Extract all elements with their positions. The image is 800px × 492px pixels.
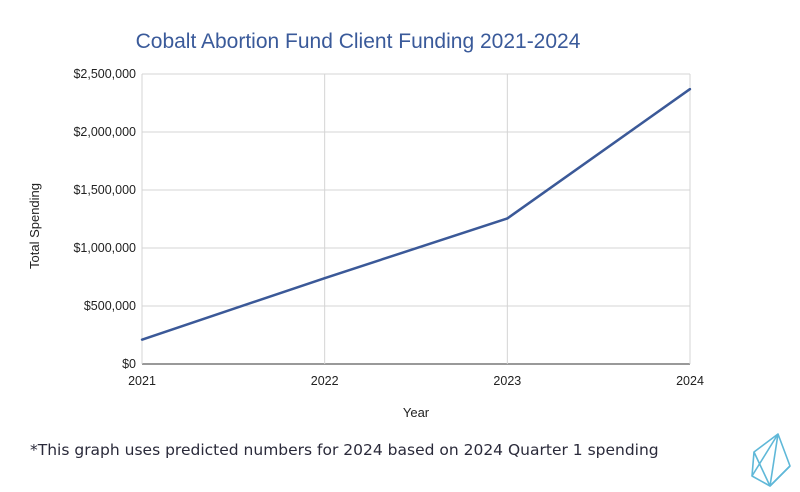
- crystal-logo-icon: [751, 433, 791, 487]
- footnote: *This graph uses predicted numbers for 2…: [30, 441, 659, 459]
- data-point: [506, 217, 509, 220]
- y-tick-label: $2,500,000: [73, 67, 136, 81]
- data-point: [688, 87, 692, 91]
- x-tick-labels: 2021 2022 2023 2024: [128, 374, 704, 388]
- y-tick-label: $2,000,000: [73, 125, 136, 139]
- x-tick-label: 2024: [676, 374, 704, 388]
- chart-title: Cobalt Abortion Fund Client Funding 2021…: [136, 30, 581, 53]
- series-layer: [140, 87, 692, 341]
- data-point: [140, 338, 144, 341]
- x-tick-label: 2023: [493, 374, 521, 388]
- y-tick-label: $1,500,000: [73, 183, 136, 197]
- y-axis-label: Total Spending: [27, 183, 42, 269]
- grid-lines: [141, 73, 691, 365]
- y-tick-label: $0: [122, 357, 136, 371]
- data-point: [323, 276, 326, 280]
- x-tick-label: 2022: [311, 374, 339, 388]
- series-line: [141, 88, 691, 341]
- x-tick-label: 2021: [128, 374, 156, 388]
- y-tick-labels: $0 $500,000 $1,000,000 $1,500,000 $2,000,000…: [73, 67, 136, 371]
- y-tick-label: $1,000,000: [73, 241, 136, 255]
- y-tick-label: $500,000: [84, 299, 136, 313]
- x-axis-label: Year: [403, 405, 430, 420]
